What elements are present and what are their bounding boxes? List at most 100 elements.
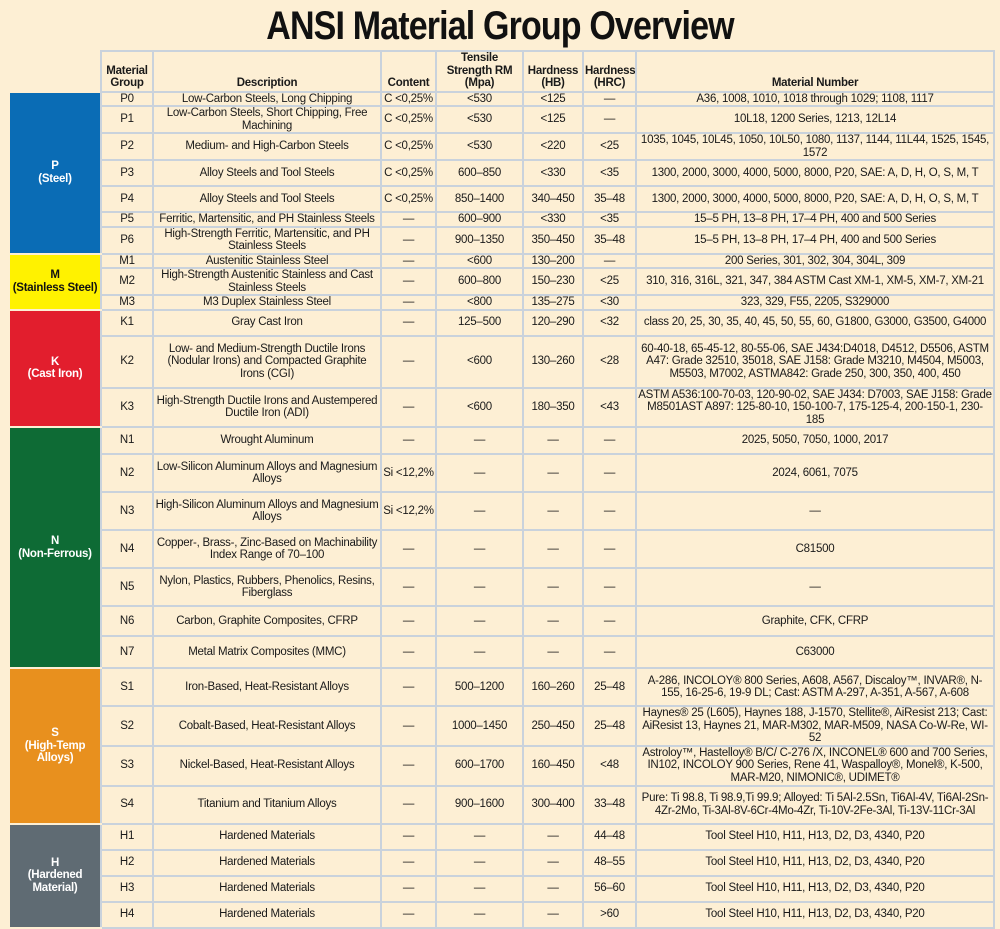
table-row: K2 Low- and Medium-Strength Ductile Irons… [9, 334, 995, 389]
row-hardness-hrc: — [582, 90, 637, 107]
table-row: P (Steel) P0 Low-Carbon Steels, Long Chippi… [8, 90, 995, 255]
row-hardness-hb: 160–260 [522, 667, 584, 707]
row-content: Si <12,2% [380, 491, 437, 531]
row-description: Low-Carbon Steels, Long Chipping [152, 90, 382, 107]
row-id: N2 [100, 453, 154, 493]
row-tensile-strength: — [435, 605, 524, 637]
row-tensile-strength: 1000–1450 [435, 705, 524, 747]
group-name: (Hardened Material) [27, 869, 83, 894]
row-material-number: C81500 [635, 529, 995, 569]
group-code: N [50, 535, 60, 547]
header-material-number: Material Number [635, 50, 995, 93]
row-description: Low-Carbon Steels, Short Chipping, Free … [152, 105, 382, 134]
row-hardness-hrc: — [582, 453, 637, 493]
group-code: S [51, 727, 59, 739]
row-tensile-strength: — [435, 822, 524, 851]
row-id: M2 [100, 267, 154, 296]
row-description: Hardened Materials [152, 822, 382, 851]
row-description: Hardened Materials [152, 848, 382, 877]
row-material-number: 310, 316, 316L, 321, 347, 384 ASTM Cast … [635, 267, 995, 296]
row-content: — [380, 705, 437, 747]
row-content: — [380, 252, 437, 269]
table-row: P1 Low-Carbon Steels, Short Chipping, Fre… [9, 105, 995, 134]
row-hardness-hb: — [522, 453, 584, 493]
row-hardness-hrc: 56–60 [582, 874, 637, 903]
row-hardness-hrc: — [582, 529, 637, 569]
row-hardness-hrc: 33–48 [582, 784, 637, 825]
row-description: Alloy Steels and Tool Steels [152, 159, 382, 187]
table-row: H (Hardened Material) H1 Hardened Materials… [8, 822, 995, 929]
row-content: — [380, 874, 437, 903]
group-code: P [51, 160, 59, 172]
row-tensile-strength: <800 [435, 294, 524, 311]
row-hardness-hrc: — [582, 105, 637, 134]
row-id: P4 [100, 185, 154, 213]
row-material-number: 1300, 2000, 3000, 4000, 5000, 8000, P20,… [635, 185, 995, 213]
table-row: P2 Medium- and High-Carbon Steels C <0,25%… [9, 132, 995, 161]
row-hardness-hrc: 25–48 [582, 667, 637, 707]
row-id: S4 [100, 784, 154, 825]
row-content: — [380, 744, 437, 787]
table-row: N7 Metal Matrix Composites (MMC) — — — — C6300… [9, 635, 995, 669]
row-material-number: 323, 329, F55, 2205, S329000 [635, 294, 995, 311]
row-hardness-hrc: — [582, 491, 637, 531]
row-material-number: — [635, 567, 995, 607]
row-hardness-hb: <125 [522, 90, 584, 107]
row-description: Alloy Steels and Tool Steels [152, 185, 382, 213]
row-description: Metal Matrix Composites (MMC) [152, 635, 382, 669]
table-row: S4 Titanium and Titanium Alloys —900–1600 3… [9, 784, 995, 825]
row-hardness-hrc: — [582, 567, 637, 607]
row-material-number: ASTM A536:100-70-03, 120-90-02, SAE J434… [635, 386, 995, 428]
row-description: High-Strength Ferritic, Martensitic, and… [152, 225, 382, 255]
row-material-number: Astroloy™, Hastelloy® B/C/ C-276 /X, INC… [635, 744, 995, 787]
row-tensile-strength: 900–1600 [435, 784, 524, 825]
group-name: (Cast Iron) [27, 368, 83, 381]
row-content: C <0,25% [380, 90, 437, 107]
page-title: ANSI Material Group Overview [266, 4, 734, 48]
table-row: K3 High-Strength Ductile Irons and Austem… [9, 386, 995, 428]
row-description: Copper-, Brass-, Zinc-Based on Machinabi… [152, 529, 382, 569]
row-id: P1 [100, 105, 154, 134]
header-hardness-hb: Hardness (HB) [522, 50, 584, 93]
row-tensile-strength: <530 [435, 132, 524, 161]
row-id: S2 [100, 705, 154, 747]
row-content: — [380, 386, 437, 428]
row-id: K3 [100, 386, 154, 428]
row-tensile-strength: 900–1350 [435, 225, 524, 255]
row-material-number: Pure: Ti 98.8, Ti 98.9,Ti 99.9; Alloyed:… [635, 784, 995, 825]
row-id: P0 [100, 90, 154, 107]
table-row: M (Stainless Steel) M1 Austenitic Stainless… [8, 252, 995, 311]
row-id: N1 [100, 426, 154, 455]
row-hardness-hrc: <35 [582, 159, 637, 187]
group-label-p: P (Steel) [8, 90, 102, 255]
table-row: N5 Nylon, Plastics, Rubbers, Phenolics, R… [9, 567, 995, 607]
row-content: C <0,25% [380, 159, 437, 187]
row-id: S1 [100, 667, 154, 707]
row-hardness-hb: <330 [522, 159, 584, 187]
row-tensile-strength: <530 [435, 105, 524, 134]
row-id: K1 [100, 308, 154, 337]
row-hardness-hb: — [522, 635, 584, 669]
row-description: Cobalt-Based, Heat-Resistant Alloys [152, 705, 382, 747]
row-material-number: Haynes® 25 (L605), Haynes 188, J-1570, S… [635, 705, 995, 747]
row-content: — [380, 667, 437, 707]
row-material-number: 200 Series, 301, 302, 304, 304L, 309 [635, 252, 995, 269]
row-material-number: — [635, 491, 995, 531]
header-description: Description [152, 50, 382, 93]
group-name: (High-Temp Alloys) [24, 739, 86, 765]
table-row: N4 Copper-, Brass-, Zinc-Based on Machina… [9, 529, 995, 569]
row-hardness-hb: 340–450 [522, 185, 584, 213]
row-hardness-hb: 130–200 [522, 252, 584, 269]
row-id: P5 [100, 211, 154, 228]
group-code: K [50, 355, 60, 368]
row-hardness-hb: 180–350 [522, 386, 584, 428]
table-row: S (High-Temp Alloys) S1 Iron-Based, Heat-Re… [8, 667, 995, 825]
row-material-number: 15–5 PH, 13–8 PH, 17–4 PH, 400 and 500 S… [635, 211, 995, 228]
row-hardness-hrc: <32 [582, 308, 637, 337]
row-tensile-strength: — [435, 635, 524, 669]
row-content: — [380, 211, 437, 228]
group-name: (Non-Ferrous) [18, 547, 92, 560]
row-hardness-hrc: — [582, 426, 637, 455]
table-row: H3 Hardened Materials — — —56–60 Tool Steel H… [9, 874, 995, 903]
row-hardness-hb: <330 [522, 211, 584, 228]
